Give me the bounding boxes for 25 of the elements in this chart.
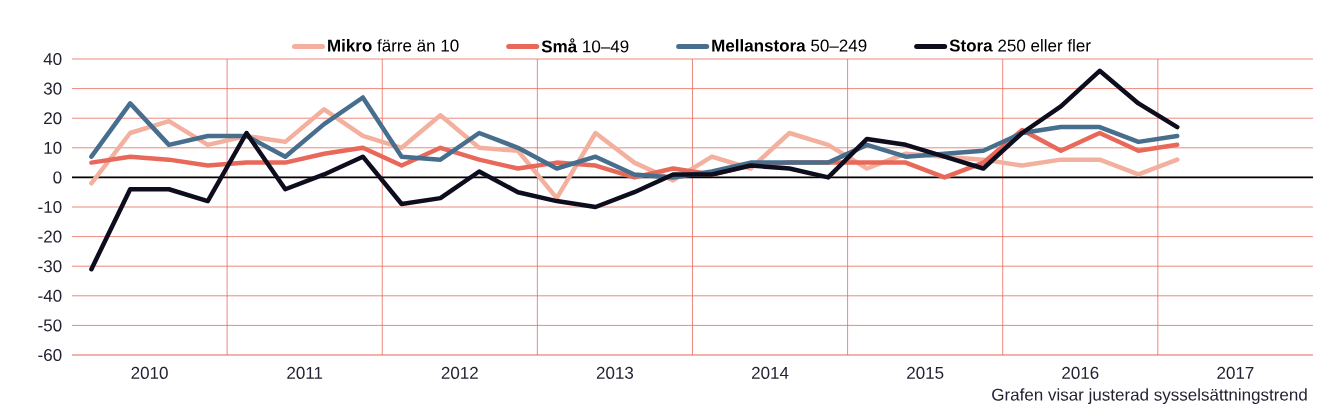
text: Grafen visar justerad sysselsättningstrend bbox=[992, 388, 1307, 405]
legend-label: Små 10–49 bbox=[541, 38, 629, 53]
legend-label: Stora 250 eller fler bbox=[949, 39, 1091, 52]
y-tick-label: -60 bbox=[38, 348, 62, 362]
y-tick-label: -50 bbox=[38, 319, 62, 332]
y-tick-label: 10 bbox=[44, 141, 62, 154]
x-tick-label: 2010 bbox=[131, 366, 168, 379]
legend-label: Mellanstora 50–249 bbox=[712, 39, 867, 52]
x-tick-label: 2016 bbox=[1062, 366, 1099, 379]
y-tick-label: 30 bbox=[43, 82, 62, 95]
y-tick-label: -30 bbox=[38, 260, 62, 273]
x-tick-label: 2013 bbox=[596, 366, 634, 379]
y-tick-label: -40 bbox=[38, 289, 62, 302]
x-tick-label: 2015 bbox=[907, 366, 944, 379]
x-tick-label: 2017 bbox=[1217, 366, 1254, 379]
y-tick-label: 40 bbox=[43, 52, 62, 66]
y-tick-label: 0 bbox=[53, 171, 62, 184]
x-tick-label: 2012 bbox=[441, 366, 478, 379]
y-tick-label: -10 bbox=[38, 200, 62, 214]
x-tick-label: 2014 bbox=[751, 366, 789, 379]
y-tick-label: 20 bbox=[44, 112, 62, 125]
x-tick-label: 2011 bbox=[287, 366, 323, 379]
y-tick-label: -20 bbox=[38, 230, 62, 243]
legend-label: Mikro färre än 10 bbox=[328, 39, 459, 52]
line-series bbox=[89, 68, 1180, 272]
